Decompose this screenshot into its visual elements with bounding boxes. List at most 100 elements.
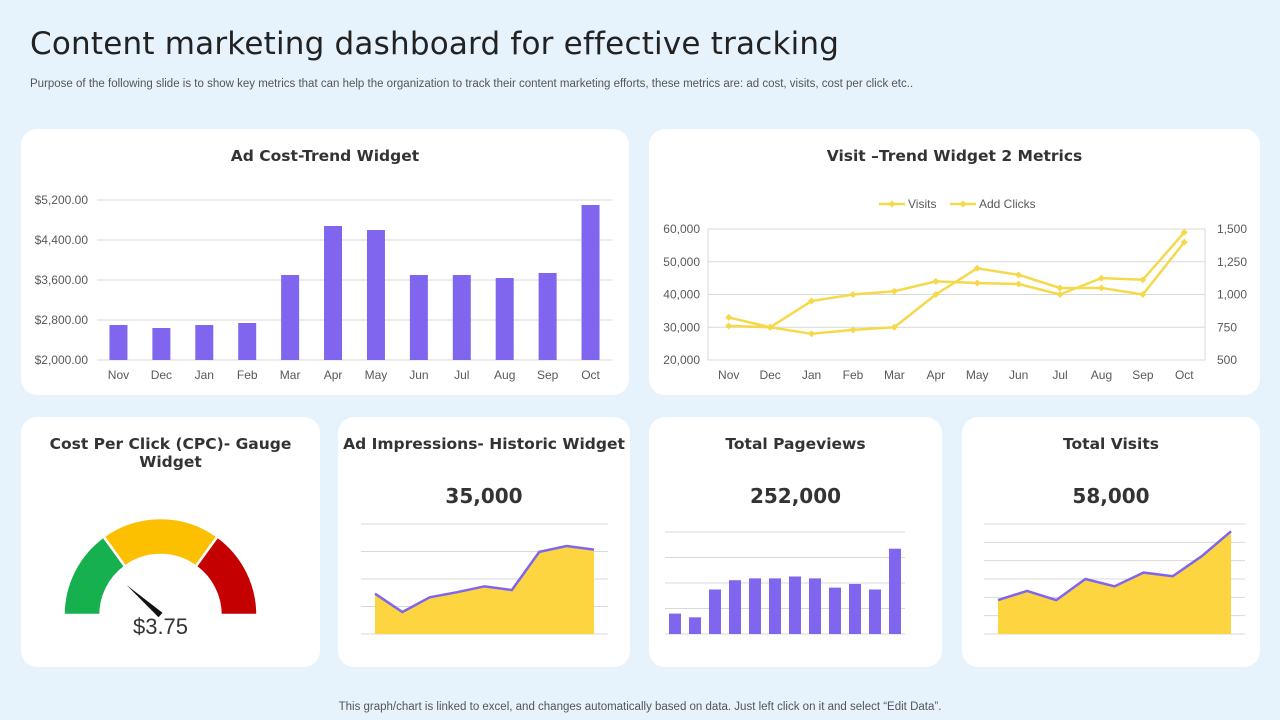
legend-label: Visits [908, 197, 936, 211]
x-tick-label: Feb [843, 368, 864, 382]
x-tick-label: Jan [195, 368, 214, 382]
data-point [849, 291, 857, 298]
bar [366, 230, 385, 360]
visit-trend-title: Visit –Trend Widget 2 Metrics [826, 147, 1083, 165]
total-visits-chart[interactable] [962, 417, 1260, 667]
x-tick-label: Aug [494, 368, 515, 382]
series-line-0 [728, 231, 1186, 329]
pageviews-chart[interactable] [649, 417, 942, 667]
ad-cost-card[interactable]: Ad Cost-Trend Widget $2,000.00 $2,800.00 $… [21, 129, 629, 395]
x-tick-label: Mar [884, 368, 905, 382]
data-point [808, 297, 816, 305]
bar [409, 275, 428, 360]
y-tick-label: $2,800.00 [35, 313, 89, 327]
bar [709, 589, 721, 634]
bar [789, 576, 801, 634]
bar [452, 275, 471, 360]
x-tick-label: Dec [759, 368, 780, 382]
data-point [1139, 291, 1147, 298]
data-point [1015, 271, 1023, 279]
data-point [808, 330, 816, 338]
y-tick-label: $5,200.00 [35, 193, 89, 207]
bar [689, 617, 701, 634]
x-tick-label: May [365, 368, 388, 382]
ad-cost-chart[interactable]: $2,000.00 $2,800.00 $3,600.00 $4,400.00 $5,2… [21, 129, 629, 395]
data-point [890, 287, 898, 295]
cpc-gauge-chart[interactable]: $3.75 [21, 417, 320, 667]
y-left-tick-label: 20,000 [663, 353, 700, 367]
cpc-title: Cost Per Click (CPC)- Gauge Widget [49, 435, 292, 471]
impressions-title: Ad Impressions- Historic Widget [343, 435, 625, 453]
x-tick-label: Nov [718, 368, 739, 382]
bar [729, 580, 741, 634]
series-line-1 [728, 241, 1186, 336]
gauge-band-red [194, 534, 259, 617]
x-tick-label: Jul [1052, 368, 1067, 382]
x-tick-label: Jan [802, 368, 821, 382]
area-fill [998, 531, 1231, 634]
impressions-card[interactable]: Ad Impressions- Historic Widget 35,000 [338, 417, 630, 667]
y-left-tick-label: 40,000 [663, 288, 700, 302]
data-point [932, 277, 940, 285]
ad-cost-title: Ad Cost-Trend Widget [230, 147, 420, 165]
page-title: Content marketing dashboard for effectiv… [30, 26, 840, 62]
bar [238, 323, 257, 360]
visit-trend-card[interactable]: Visit –Trend Widget 2 Metrics 20,000 500 3… [649, 129, 1260, 395]
x-tick-label: Jul [454, 368, 469, 382]
data-point [890, 323, 898, 331]
bar [749, 578, 761, 634]
impressions-value: 35,000 [445, 484, 523, 508]
y-tick-label: $3,600.00 [35, 273, 89, 287]
data-point [1056, 291, 1064, 298]
x-tick-label: Apr [324, 368, 343, 382]
x-tick-label: Apr [926, 368, 945, 382]
y-tick-label: $4,400.00 [35, 233, 89, 247]
x-tick-label: Nov [108, 368, 129, 382]
y-right-tick-label: 750 [1217, 320, 1237, 334]
data-point [1139, 276, 1147, 284]
bar [829, 587, 841, 634]
y-left-tick-label: 60,000 [663, 222, 700, 236]
bar [869, 589, 881, 634]
data-point [973, 264, 981, 272]
data-point [725, 313, 733, 321]
bar [769, 578, 781, 634]
y-left-tick-label: 30,000 [663, 320, 700, 334]
bar [281, 275, 300, 360]
pageviews-value: 252,000 [749, 484, 842, 508]
x-tick-label: Jun [1009, 368, 1028, 382]
bar [324, 226, 343, 360]
x-tick-label: Sep [537, 368, 559, 382]
visit-trend-chart[interactable]: 20,000 500 30,000 750 40,000 1,000 50,000 1,250… [649, 129, 1260, 395]
area-line [997, 530, 1232, 602]
pageviews-card[interactable]: Total Pageviews 252,000 [649, 417, 942, 667]
footer-note: This graph/chart is linked to excel, and… [338, 701, 942, 713]
data-point [1180, 228, 1188, 236]
page-subtitle: Purpose of the following slide is to sho… [30, 78, 914, 90]
bar [109, 325, 128, 360]
gauge-value-label: $3.75 [133, 614, 188, 639]
data-point [1056, 284, 1064, 292]
total-visits-card[interactable]: Total Visits 58,000 [962, 417, 1260, 667]
legend-marker [959, 200, 967, 208]
data-point [766, 323, 774, 331]
cpc-gauge-card[interactable]: Cost Per Click (CPC)- Gauge Widget $3.75 [21, 417, 320, 667]
pageviews-title: Total Pageviews [725, 435, 866, 453]
y-tick-label: $2,000.00 [35, 353, 89, 367]
total-visits-title: Total Visits [1063, 435, 1159, 453]
bar [195, 325, 214, 360]
data-point [1097, 274, 1105, 282]
x-tick-label: Dec [151, 368, 172, 382]
x-tick-label: Jun [409, 368, 428, 382]
data-point [973, 279, 981, 287]
bar [889, 548, 901, 634]
bar [669, 613, 681, 634]
impressions-chart[interactable] [338, 417, 630, 667]
data-point [725, 322, 733, 330]
bar [809, 578, 821, 634]
x-tick-label: Aug [1091, 368, 1112, 382]
data-point [849, 326, 857, 334]
data-point [932, 291, 940, 298]
x-tick-label: Oct [581, 368, 600, 382]
gauge-needle [126, 585, 163, 618]
